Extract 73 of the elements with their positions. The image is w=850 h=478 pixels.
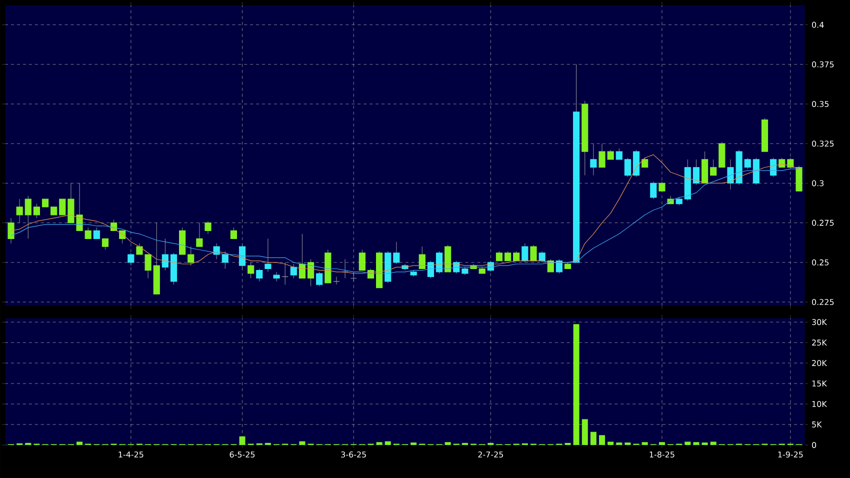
candlestick — [230, 227, 238, 239]
candlestick — [538, 251, 546, 263]
candlestick — [624, 158, 632, 178]
candlestick — [358, 249, 366, 271]
candlestick — [204, 220, 212, 234]
bar — [376, 442, 382, 445]
candlestick — [119, 230, 126, 244]
candlestick — [504, 251, 512, 262]
candlestick — [393, 242, 400, 264]
bar — [76, 442, 83, 445]
candlestick — [607, 150, 614, 160]
candlestick — [196, 222, 203, 247]
bar — [693, 442, 700, 445]
bar — [299, 441, 306, 445]
bar — [684, 442, 691, 445]
candlestick — [718, 142, 726, 168]
candlestick — [162, 238, 168, 271]
candlestick — [796, 166, 802, 192]
candlestick — [710, 159, 717, 176]
candlestick — [222, 251, 228, 270]
bar — [599, 435, 606, 445]
candlestick — [333, 276, 340, 285]
candlestick — [496, 251, 503, 262]
candlestick — [427, 260, 434, 279]
bar — [642, 442, 648, 445]
candlestick — [248, 262, 254, 279]
candlestick — [418, 246, 426, 270]
bar — [444, 442, 451, 445]
candlestick — [307, 259, 314, 286]
bar — [590, 432, 596, 445]
candlestick — [273, 272, 280, 282]
candlestick — [59, 198, 66, 216]
candlestick — [778, 158, 786, 168]
candlestick — [282, 262, 288, 285]
candlestick — [16, 198, 23, 224]
candlestick — [102, 238, 109, 250]
candlestick — [8, 218, 14, 244]
candlestick — [616, 148, 622, 160]
candlestick — [84, 227, 92, 239]
candlestick — [350, 272, 357, 282]
candlestick — [238, 243, 246, 271]
bar — [710, 442, 716, 445]
candlestick — [256, 268, 263, 282]
candlestick — [650, 181, 657, 200]
candlestick — [436, 251, 443, 274]
bar — [582, 419, 588, 445]
candlestick — [590, 143, 597, 176]
candlestick — [522, 243, 528, 263]
bar — [658, 442, 665, 445]
candlestick — [556, 259, 562, 274]
candlestick — [692, 159, 700, 186]
bar — [608, 442, 614, 445]
candlestick — [530, 244, 537, 262]
candlestick — [744, 158, 751, 170]
candlestick — [752, 158, 760, 186]
candlestick — [290, 264, 297, 279]
candlestick — [24, 196, 32, 239]
candlestick — [179, 227, 186, 255]
candlestick — [188, 246, 194, 266]
candlestick — [298, 234, 306, 279]
bar — [239, 436, 246, 445]
candlestick — [547, 259, 554, 272]
candlestick — [264, 238, 272, 272]
candlestick — [642, 158, 648, 168]
candlestick — [632, 150, 640, 178]
candlestick — [658, 181, 666, 192]
candlestick — [93, 227, 100, 239]
candlestick — [33, 204, 40, 218]
candlestick — [702, 151, 708, 184]
bar — [573, 324, 580, 445]
bar — [384, 441, 391, 445]
candlestick — [598, 143, 606, 168]
candlestick — [316, 272, 323, 286]
